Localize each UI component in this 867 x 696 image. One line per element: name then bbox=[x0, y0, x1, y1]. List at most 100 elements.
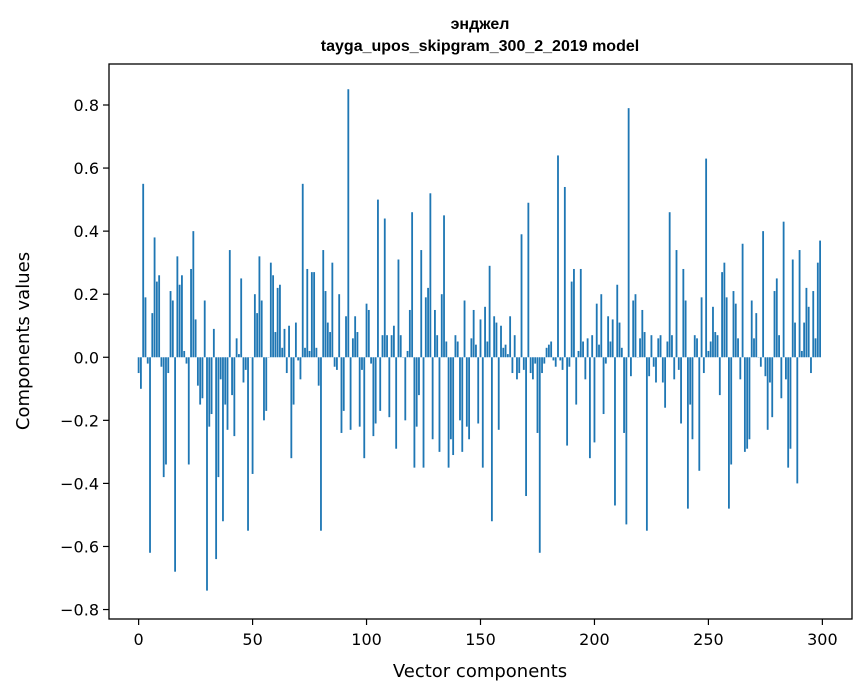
bar-248 bbox=[702, 357, 705, 374]
bar-156 bbox=[493, 316, 496, 358]
bar-189 bbox=[568, 357, 571, 367]
bar-288 bbox=[794, 322, 796, 358]
bar-21 bbox=[185, 357, 188, 364]
bar-141 bbox=[459, 357, 461, 421]
bar-14 bbox=[169, 291, 172, 358]
bar-187 bbox=[563, 186, 566, 358]
bar-48 bbox=[247, 357, 249, 531]
bar-269 bbox=[750, 300, 753, 358]
bar-247 bbox=[700, 297, 703, 358]
bar-193 bbox=[577, 350, 580, 358]
bar-131 bbox=[436, 335, 439, 358]
bar-262 bbox=[734, 303, 737, 358]
bar-55 bbox=[263, 357, 265, 421]
bar-17 bbox=[176, 256, 179, 358]
bar-299 bbox=[819, 240, 821, 358]
bar-244 bbox=[693, 335, 696, 358]
bar-30 bbox=[206, 357, 208, 591]
bar-220 bbox=[639, 338, 641, 358]
bar-258 bbox=[725, 297, 728, 358]
bar-155 bbox=[490, 357, 493, 522]
bar-8 bbox=[155, 281, 158, 358]
bar-52 bbox=[256, 313, 259, 358]
bar-147 bbox=[472, 309, 475, 358]
bar-81 bbox=[322, 250, 325, 358]
x-tick-label: 150 bbox=[465, 630, 496, 649]
bar-276 bbox=[766, 357, 769, 430]
bar-177 bbox=[541, 357, 543, 374]
bar-176 bbox=[538, 357, 541, 553]
bar-138 bbox=[452, 357, 455, 456]
y-tick-label: −0.4 bbox=[60, 474, 99, 493]
bar-178 bbox=[543, 357, 546, 364]
bar-295 bbox=[810, 357, 812, 374]
bar-51 bbox=[253, 294, 256, 358]
bar-249 bbox=[705, 158, 708, 358]
bar-283 bbox=[782, 221, 785, 358]
bar-184 bbox=[557, 155, 559, 358]
bar-223 bbox=[645, 357, 648, 531]
bar-160 bbox=[502, 347, 505, 358]
bar-174 bbox=[534, 357, 537, 364]
bar-117 bbox=[404, 357, 407, 421]
bar-74 bbox=[306, 268, 309, 358]
x-tick-label: 250 bbox=[693, 630, 724, 649]
bar-22 bbox=[187, 357, 190, 465]
bar-164 bbox=[511, 357, 514, 374]
bar-128 bbox=[429, 193, 432, 358]
bar-239 bbox=[682, 268, 685, 358]
bar-197 bbox=[586, 338, 589, 358]
bar-208 bbox=[611, 319, 614, 358]
bar-267 bbox=[746, 357, 749, 449]
bar-250 bbox=[707, 350, 710, 358]
bar-106 bbox=[379, 357, 382, 411]
bar-25 bbox=[194, 319, 197, 358]
bar-273 bbox=[759, 357, 762, 367]
bar-224 bbox=[648, 357, 651, 377]
bar-77 bbox=[313, 272, 316, 358]
bar-242 bbox=[689, 357, 692, 405]
bar-251 bbox=[709, 341, 712, 358]
bar-180 bbox=[547, 344, 550, 358]
bar-240 bbox=[684, 300, 687, 358]
bar-75 bbox=[308, 350, 311, 358]
y-tick-label: 0.6 bbox=[74, 159, 99, 178]
bar-152 bbox=[484, 306, 486, 358]
bar-195 bbox=[582, 341, 584, 358]
bar-229 bbox=[659, 335, 662, 358]
bar-104 bbox=[374, 357, 377, 424]
y-axis-ticks: −0.8 −0.6 −0.4 −0.2 0.0 0.2 0.4 0.6 0.8 bbox=[60, 96, 109, 620]
bar-257 bbox=[723, 262, 726, 358]
bar-121 bbox=[413, 357, 416, 468]
bar-293 bbox=[805, 287, 808, 358]
bar-4 bbox=[146, 357, 149, 364]
bar-292 bbox=[803, 322, 806, 358]
bar-18 bbox=[178, 284, 181, 358]
bar-192 bbox=[575, 357, 578, 405]
y-tick-label: 0.8 bbox=[74, 96, 99, 115]
bar-26 bbox=[196, 357, 199, 386]
bar-157 bbox=[495, 322, 498, 358]
x-tick-label: 200 bbox=[579, 630, 610, 649]
bar-228 bbox=[657, 338, 660, 358]
bar-238 bbox=[680, 357, 682, 424]
y-tick-label: 0.4 bbox=[74, 222, 99, 241]
bar-216 bbox=[630, 357, 632, 377]
bar-76 bbox=[310, 272, 313, 358]
bar-153 bbox=[486, 341, 489, 358]
bar-139 bbox=[454, 335, 457, 358]
bar-126 bbox=[424, 297, 427, 358]
bar-135 bbox=[445, 341, 448, 358]
bar-217 bbox=[632, 300, 635, 358]
bar-124 bbox=[420, 250, 423, 358]
bar-256 bbox=[721, 272, 723, 358]
bar-122 bbox=[415, 357, 418, 427]
bar-226 bbox=[652, 357, 655, 367]
bar-69 bbox=[294, 322, 297, 358]
bar-64 bbox=[283, 328, 286, 358]
bar-142 bbox=[461, 357, 464, 452]
bar-285 bbox=[787, 357, 790, 468]
y-tick-label: 0.0 bbox=[74, 348, 99, 367]
bar-91 bbox=[345, 316, 347, 358]
bar-82 bbox=[324, 291, 327, 358]
